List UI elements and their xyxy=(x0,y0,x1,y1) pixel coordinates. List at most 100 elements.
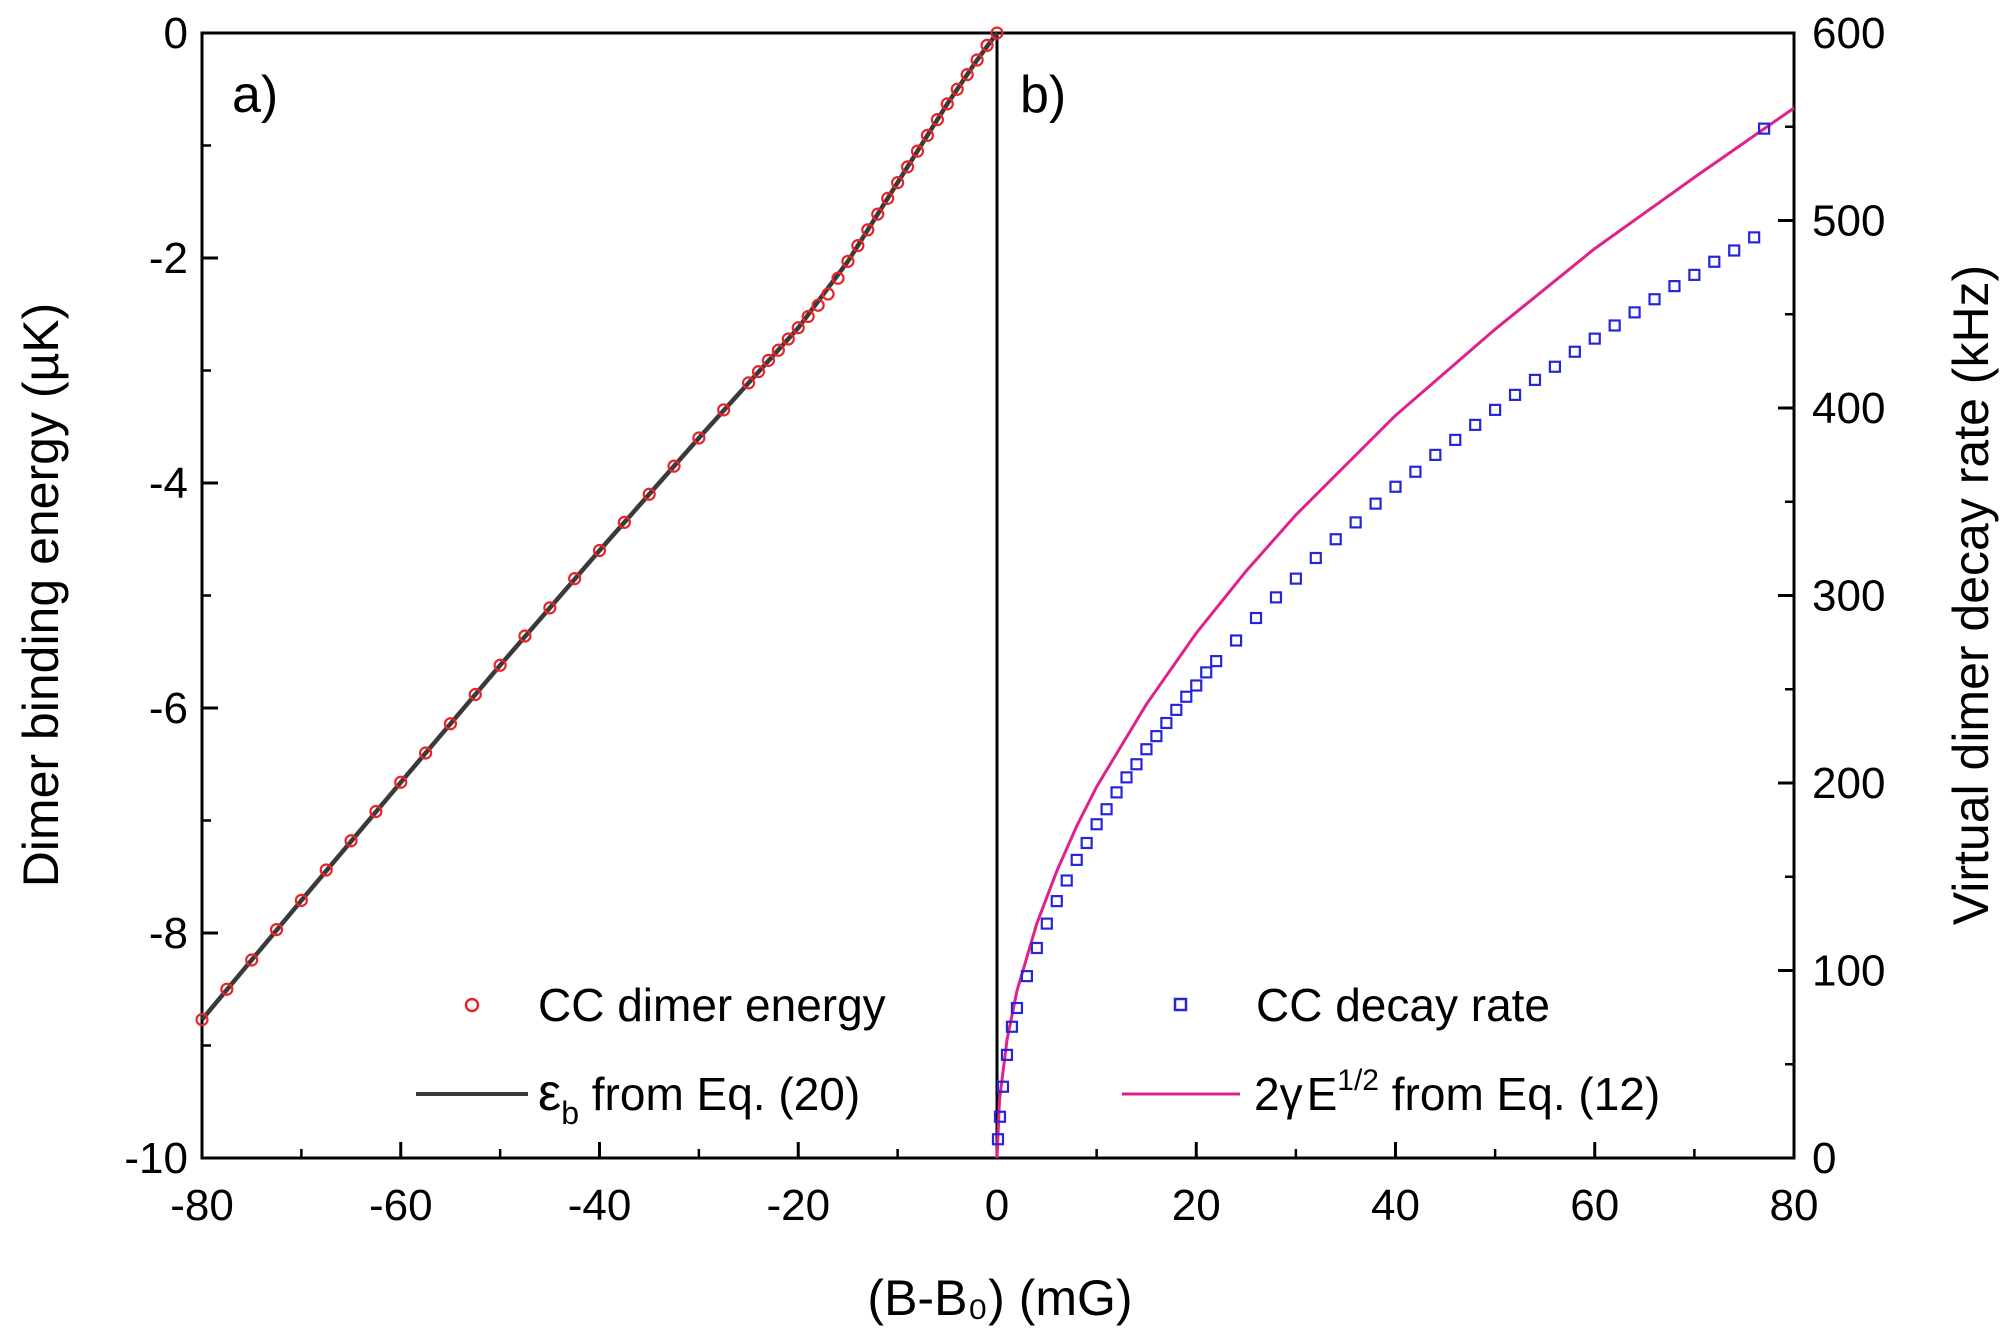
cc-dimer-energy-point xyxy=(642,487,656,501)
cc-dimer-energy-point xyxy=(245,953,259,967)
x-tick-label-b: 20 xyxy=(1172,1181,1221,1230)
cc-dimer-energy-point xyxy=(811,298,825,312)
panel-a-label: a) xyxy=(232,66,278,124)
y-tick-label-right: 200 xyxy=(1812,759,1885,808)
cc-decay-rate-point xyxy=(991,1133,1005,1146)
legend-a-item2-rest: from Eq. (20) xyxy=(579,1068,860,1120)
cc-dimer-energy-point xyxy=(900,160,915,174)
legend-a-item1-label: CC dimer energy xyxy=(538,979,886,1031)
cc-dimer-energy-point xyxy=(990,26,1004,40)
cc-dimer-energy-point xyxy=(667,459,681,473)
cc-decay-rate-point xyxy=(1668,280,1681,293)
cc-decay-rate-point xyxy=(1200,666,1213,679)
cc-dimer-energy-point xyxy=(851,239,865,253)
cc-dimer-energy-point xyxy=(468,687,482,702)
cc-dimer-energy-point xyxy=(418,746,433,760)
cc-decay-rate-point xyxy=(1229,634,1243,647)
cc-dimer-energy-point xyxy=(394,775,408,789)
legend-a: CC dimer energy εb from Eq. (20) xyxy=(416,979,886,1131)
y-tick-label-left: -8 xyxy=(149,909,188,958)
x-tick-label-b: 80 xyxy=(1770,1181,1819,1230)
cc-dimer-energy-point xyxy=(344,834,358,848)
cc-decay-rate-point xyxy=(1005,1020,1019,1033)
x-tick-label-b: 40 xyxy=(1371,1181,1420,1230)
cc-dimer-energy-point xyxy=(821,287,835,301)
cc-dimer-energy-point xyxy=(717,403,731,417)
x-tick-label-a: -60 xyxy=(369,1181,433,1230)
cc-decay-rate-point xyxy=(1190,679,1203,692)
cc-dimer-energy-point xyxy=(910,144,925,158)
legend-b-item1-label: CC decay rate xyxy=(1256,979,1550,1031)
panel-b-label: b) xyxy=(1020,66,1066,124)
cc-dimer-energy-point xyxy=(269,923,284,937)
cc-decay-rate-point xyxy=(1548,360,1562,373)
cc-decay-rate-point xyxy=(1608,319,1621,332)
cc-decay-rate-point xyxy=(1040,917,1053,930)
cc-decay-rate-point xyxy=(1568,345,1581,358)
cc-decay-rate-point xyxy=(1249,611,1263,625)
legend-b-item2-label: 2γE1/2 from Eq. (12) xyxy=(1254,1064,1660,1120)
cc-decay-rate-point xyxy=(1090,818,1103,831)
cc-dimer-energy-point xyxy=(369,804,383,819)
cc-decay-rate-point xyxy=(1349,516,1362,529)
cc-dimer-energy-point xyxy=(970,53,984,67)
cc-decay-rate-point xyxy=(996,1080,1010,1093)
cc-dimer-energy-point xyxy=(443,717,458,731)
cc-decay-rate-point xyxy=(1469,418,1482,431)
cc-decay-rate-point xyxy=(1628,306,1641,319)
gamma-sqrtE-eq12-line xyxy=(995,106,1795,1159)
energy-base: E xyxy=(1307,1068,1338,1120)
cc-dimer-energy-point xyxy=(871,207,885,221)
cc-dimer-energy-point xyxy=(220,982,234,996)
cc-dimer-energy-point xyxy=(543,601,557,615)
cc-dimer-energy-point xyxy=(568,572,582,586)
x-tick-label-a: -40 xyxy=(568,1181,632,1230)
legend-a-circle-marker xyxy=(464,997,480,1013)
cc-decay-rate-point xyxy=(1150,730,1163,743)
cc-decay-rate-point xyxy=(1269,591,1283,604)
y-tick-label-left: -10 xyxy=(124,1134,188,1183)
cc-dimer-energy-point xyxy=(294,893,308,907)
epsilon-subscript: b xyxy=(561,1095,579,1131)
cc-dimer-energy-point xyxy=(781,332,795,346)
eb-eq20-line xyxy=(200,31,999,1022)
cc-dimer-energy-point xyxy=(319,863,333,877)
cc-decay-rate-point xyxy=(1030,941,1043,955)
cc-decay-rate-point xyxy=(1080,836,1093,850)
cc-dimer-energy-point xyxy=(891,176,905,190)
cc-dimer-energy-point xyxy=(617,515,631,529)
cc-decay-rate-point xyxy=(1309,551,1322,565)
cc-dimer-energy-point xyxy=(518,629,532,643)
cc-dimer-energy-point xyxy=(751,365,766,379)
cc-decay-rate-point xyxy=(1160,716,1173,730)
legend-b: CC decay rate 2γE1/2 from Eq. (12) xyxy=(1122,979,1660,1120)
cc-decay-rate-point xyxy=(1648,293,1661,306)
cc-dimer-energy-point xyxy=(881,191,895,205)
cc-dimer-energy-point xyxy=(801,309,815,324)
cc-decay-rate-point xyxy=(1688,268,1701,281)
cc-dimer-energy-point xyxy=(861,223,875,237)
cc-dimer-energy-point xyxy=(960,68,974,82)
cc-dimer-energy-point xyxy=(741,376,756,390)
cc-decay-rate-point xyxy=(1020,970,1033,983)
legend-b-item2-rest: from Eq. (12) xyxy=(1379,1068,1660,1120)
cc-decay-rate-point xyxy=(1389,480,1402,493)
cc-dimer-energy-point xyxy=(930,113,944,127)
cc-dimer-energy-point xyxy=(195,1013,209,1027)
cc-decay-rate-point xyxy=(1000,1048,1014,1061)
cc-decay-rate-point xyxy=(1528,373,1542,386)
cc-dimer-energy-point xyxy=(940,97,954,111)
cc-decay-rate-point xyxy=(1489,403,1502,416)
x-tick-label-a: -20 xyxy=(766,1181,830,1230)
energy-superscript: 1/2 xyxy=(1337,1064,1379,1097)
x-tick-label-b: 60 xyxy=(1570,1181,1619,1230)
cc-decay-rate-point xyxy=(1369,497,1382,510)
cc-decay-rate-point xyxy=(1070,853,1083,866)
cc-decay-rate-point xyxy=(1100,803,1113,816)
y-tick-label-right: 400 xyxy=(1812,384,1885,433)
x-tick-label-a: -80 xyxy=(170,1181,234,1230)
cc-decay-rate-point xyxy=(1110,786,1123,799)
cc-dimer-energy-point xyxy=(771,343,785,357)
